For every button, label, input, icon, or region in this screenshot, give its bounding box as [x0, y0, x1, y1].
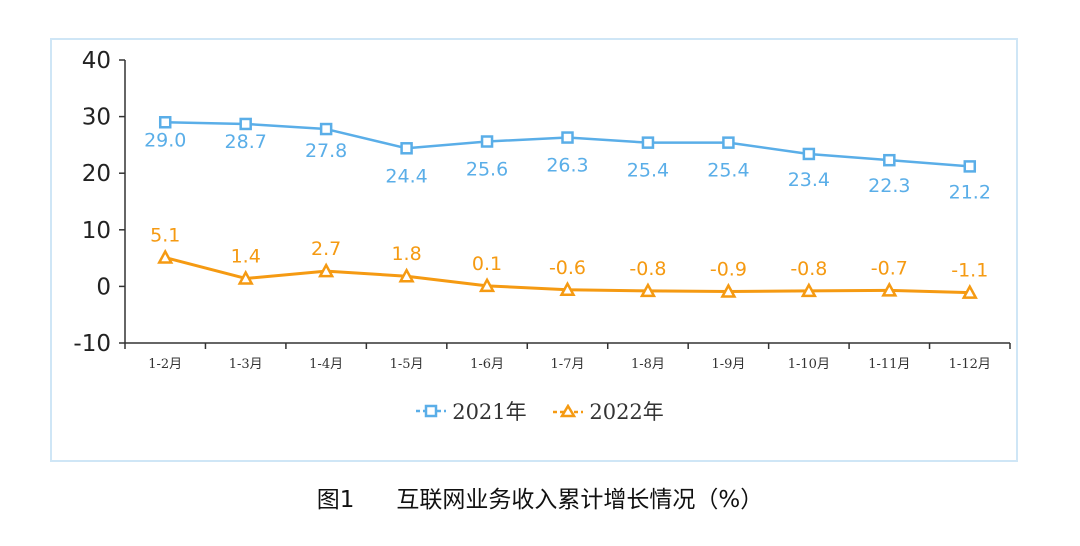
data-point-triangle: [478, 277, 496, 293]
data-label: -0.8: [629, 258, 666, 280]
legend-label-2021: 2021年: [452, 400, 527, 424]
data-point-triangle: [398, 267, 415, 283]
data-label: 25.6: [466, 159, 508, 181]
data-label: 26.3: [546, 155, 588, 177]
data-point-square: [722, 136, 735, 149]
triangle-marker-icon: [553, 404, 584, 418]
y-tick-label: 20: [82, 161, 111, 187]
data-point-triangle: [559, 281, 576, 297]
data-label: 23.4: [788, 169, 830, 191]
data-label: 5.1: [150, 225, 180, 247]
data-point-square: [883, 153, 896, 167]
data-point-triangle: [639, 282, 657, 298]
data-label: 28.7: [225, 131, 267, 153]
data-point-square: [480, 135, 494, 148]
legend-label-2022: 2022年: [589, 400, 664, 424]
data-point-square: [963, 160, 977, 173]
data-label: 25.4: [707, 160, 749, 182]
data-point-square: [239, 117, 252, 131]
x-tick-label: 1-8月: [631, 357, 665, 372]
x-tick-label: 1-11月: [868, 357, 910, 372]
data-label: -1.1: [951, 260, 988, 282]
data-label: 21.2: [949, 181, 991, 203]
legend-item-2022: 2022年: [553, 396, 664, 426]
square-marker-icon: [416, 404, 447, 418]
data-point-triangle: [237, 269, 254, 285]
data-point-triangle: [157, 248, 174, 264]
data-point-square: [319, 122, 333, 136]
data-point-square: [802, 147, 816, 161]
y-tick-label: -10: [73, 331, 111, 357]
figure-caption: 图1 互联网业务收入累计增长情况（%）: [0, 480, 1080, 514]
legend: 2021年 2022年: [0, 396, 1080, 426]
data-point-square: [400, 142, 413, 155]
data-point-triangle: [720, 282, 737, 298]
x-tick-label: 1-7月: [551, 357, 585, 372]
x-tick-label: 1-4月: [309, 357, 343, 372]
data-label: 29.0: [144, 129, 186, 151]
data-point-square: [158, 116, 172, 129]
x-tick-label: 1-10月: [788, 357, 830, 372]
data-label: 0.1: [472, 253, 502, 275]
data-point-triangle: [318, 262, 335, 278]
data-label: -0.7: [871, 257, 908, 279]
data-label: 2.7: [311, 238, 341, 260]
chart-frame: [50, 38, 1018, 462]
y-tick-label: 40: [82, 48, 111, 74]
x-tick-label: 1-5月: [390, 357, 424, 372]
figure-number: 图1: [316, 487, 355, 513]
data-point-square: [561, 131, 574, 144]
y-tick-label: 10: [82, 218, 111, 244]
y-tick-label: 0: [96, 274, 111, 300]
data-point-triangle: [881, 281, 898, 297]
x-tick-label: 1-6月: [470, 357, 504, 372]
data-label: 25.4: [627, 160, 669, 182]
data-label: 24.4: [385, 165, 427, 187]
y-tick-label: 30: [82, 105, 111, 131]
data-label: 1.8: [391, 243, 421, 265]
data-label: -0.6: [549, 257, 586, 279]
legend-item-2021: 2021年: [416, 396, 527, 426]
x-tick-label: 1-3月: [229, 357, 263, 372]
figure-title: 互联网业务收入累计增长情况（%）: [396, 487, 764, 513]
data-label: 22.3: [868, 175, 910, 197]
data-label: -0.9: [710, 258, 747, 280]
x-tick-label: 1-2月: [148, 357, 182, 372]
data-label: -0.8: [790, 258, 827, 280]
x-tick-label: 1-12月: [949, 357, 991, 372]
data-point-triangle: [961, 284, 978, 299]
data-point-square: [641, 136, 655, 149]
data-label: 27.8: [305, 140, 347, 162]
x-tick-label: 1-9月: [711, 357, 745, 372]
data-label: 1.4: [231, 245, 261, 267]
data-point-triangle: [800, 282, 817, 298]
